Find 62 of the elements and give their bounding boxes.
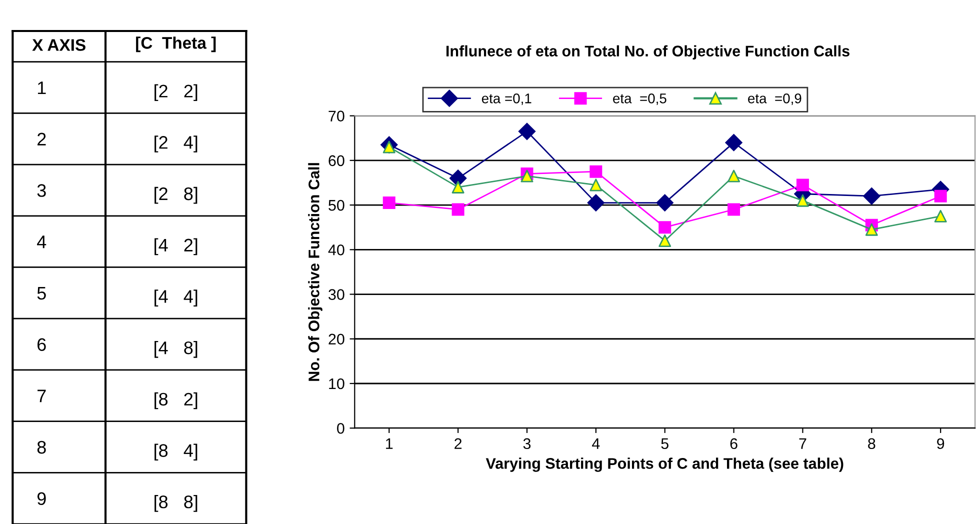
x-tick-label: 5 [661,438,668,450]
text: [8 2] [154,392,198,410]
y-tick-label: 1 [38,82,46,94]
x-tick-label: 2 [454,438,462,449]
y-tick-label: 4 [37,236,46,248]
x-tick-label: 9 [937,438,944,450]
text: [2 8] [154,186,198,204]
point [587,194,604,212]
text: [8 8] [154,495,198,512]
point [796,194,809,207]
y-axis-title: X AXIS [32,39,86,51]
text: [2 2] [154,84,198,102]
x-tick-label: 8 [868,438,876,450]
x-tick-label: 3 [523,438,531,450]
text: [2 4] [154,136,198,152]
y-axis-title: No. Of Objective Function Call [308,163,322,381]
y-tick-label: 9 [37,492,46,506]
x-tick-label: 1 [386,438,393,449]
point [728,203,740,216]
point [863,188,880,205]
y-tick-label: 2 [38,132,46,146]
y-tick-label: 0 [337,422,344,434]
text: [4 8] [154,340,198,358]
y-tick-label: 70 [328,110,344,122]
point [725,134,742,152]
y-tick-label: 5 [37,287,46,300]
point [590,178,602,192]
legend-label: eta =0,5 [613,94,666,105]
y-tick-label: 40 [328,244,344,256]
y-tick-label: 3 [37,184,46,197]
x-tick-label: [C Theta ] [136,36,216,52]
y-tick-label: 7 [38,390,46,402]
point [865,223,878,236]
x-tick-label: 6 [730,438,738,450]
point [382,196,396,210]
legend-label: eta =0,1 [482,94,532,105]
point [450,170,467,187]
x-tick-label: 7 [799,438,806,449]
y-tick-label: 20 [328,334,344,345]
point [658,234,672,247]
y-tick-label: 30 [328,289,344,300]
text: [8 4] [154,444,198,461]
y-tick-label: 60 [328,155,344,166]
text: [4 4] [154,290,198,306]
point [934,210,947,222]
point [590,165,602,178]
point [656,194,674,212]
x-tick-label: 4 [592,438,600,449]
point [934,190,947,202]
chart-title: Influnece of eta on Total No. of Objective Function Calls [446,45,850,60]
y-tick-label: 50 [328,200,344,211]
point [796,178,809,192]
point [728,170,740,182]
point [452,203,464,216]
legend-label: eta =0,9 [748,94,802,105]
y-tick-label: 10 [329,378,344,390]
point [658,221,672,234]
y-tick-label: 6 [38,338,46,351]
text: [4 2] [154,238,198,256]
point [518,122,536,140]
x-axis-title: Varying Starting Points of C and Theta (see table) [486,458,844,472]
point [452,180,464,194]
